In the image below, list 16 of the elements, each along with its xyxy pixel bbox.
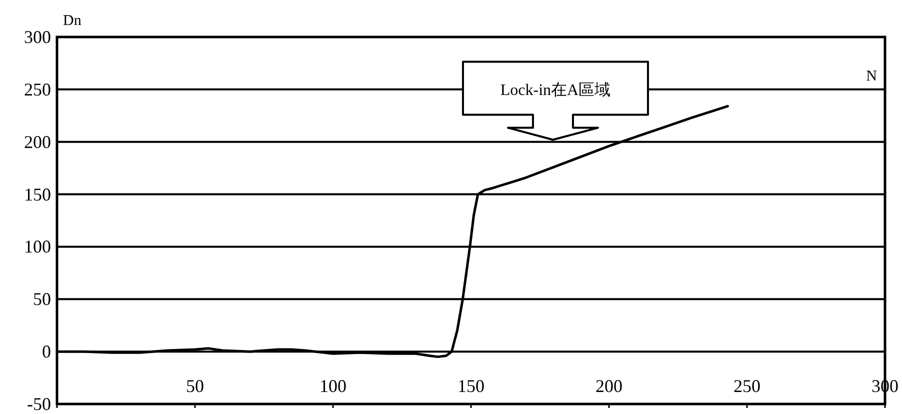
y-tick-label: 200 <box>24 132 51 152</box>
y-tick-label: 300 <box>24 27 51 47</box>
y-tick-label: 250 <box>24 79 51 100</box>
x-tick-label: 50 <box>186 376 204 396</box>
x-tick-label: 200 <box>596 376 622 396</box>
x-axis-title: N <box>866 68 878 84</box>
y-tick-label: -50 <box>27 394 51 414</box>
y-tick-label: 50 <box>33 289 51 310</box>
y-tick-label: 100 <box>24 236 51 257</box>
x-tick-label: 100 <box>320 376 346 396</box>
annotation: Lock-in在A區域 <box>500 80 611 99</box>
x-tick-label: 250 <box>734 376 760 396</box>
x-tick-label: 150 <box>458 376 484 396</box>
y-axis-title: Dn <box>63 13 82 29</box>
y-tick-label: 0 <box>42 342 51 362</box>
y-tick-label: 150 <box>24 184 51 204</box>
